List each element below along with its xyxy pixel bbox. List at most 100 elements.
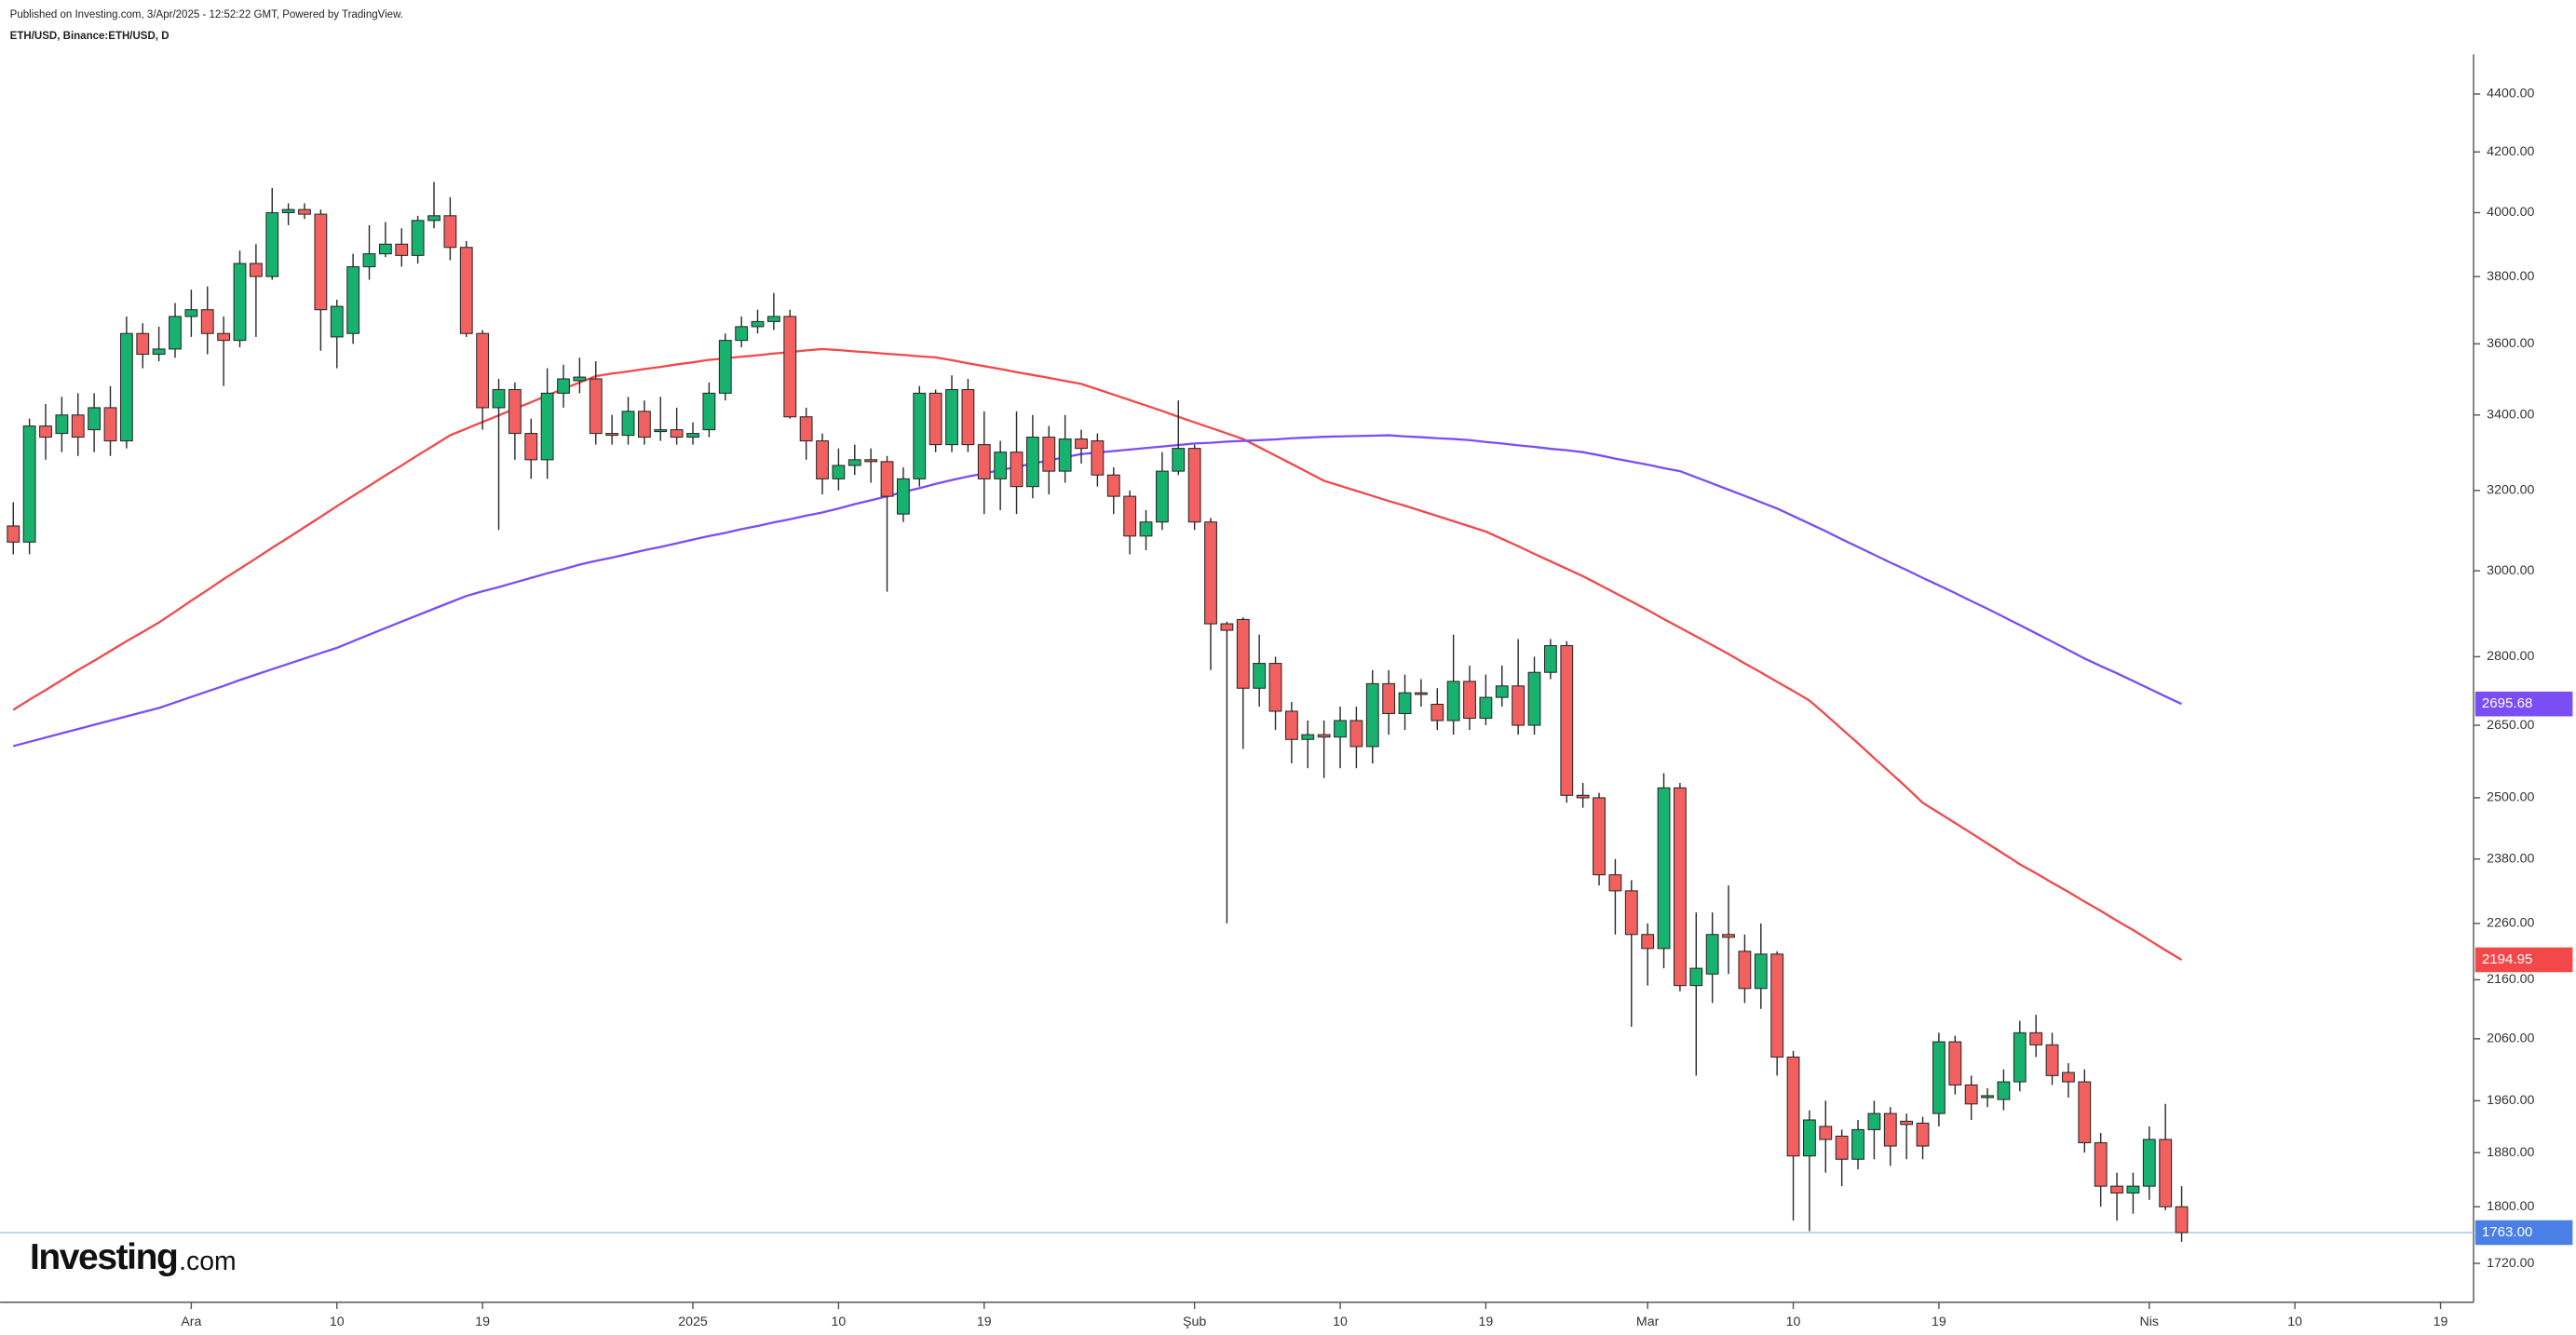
- candle-body: [557, 378, 570, 394]
- candle-body: [961, 388, 975, 446]
- candle-body: [1981, 1095, 1994, 1099]
- candle-body: [152, 348, 166, 356]
- candle-body: [1253, 663, 1267, 689]
- candle-body: [832, 465, 846, 479]
- candle-body: [896, 478, 910, 515]
- y-tick-label: 1880.00: [2487, 1145, 2534, 1160]
- x-tick-label: 19: [475, 1315, 490, 1329]
- y-tick-label: 3200.00: [2487, 483, 2534, 498]
- candle-body: [346, 265, 360, 334]
- x-tick-label: 10: [1786, 1315, 1801, 1329]
- candle-body: [621, 411, 635, 437]
- ma-value-tag-box: [2474, 691, 2573, 717]
- y-tick-label: 1720.00: [2487, 1256, 2534, 1271]
- candle-body: [1689, 967, 1703, 987]
- y-tick-label: 2160.00: [2487, 972, 2534, 987]
- candle-body: [977, 444, 991, 479]
- candle-body: [2045, 1044, 2059, 1076]
- candle-body: [1091, 440, 1105, 476]
- candle-body: [847, 459, 861, 466]
- candle-body: [2062, 1072, 2075, 1083]
- candle-body: [1284, 710, 1298, 740]
- candle-body: [1139, 521, 1153, 537]
- chart-title: ETH/USD, Binance:ETH/USD, D: [10, 31, 169, 42]
- candle-body: [1738, 951, 1752, 990]
- candle-body: [330, 305, 344, 338]
- candle-body: [1220, 623, 1234, 631]
- candle-body: [1042, 437, 1056, 472]
- candle-body: [2110, 1185, 2123, 1194]
- candle-body: [1673, 787, 1687, 987]
- candle-body: [1608, 874, 1622, 892]
- x-tick-label: Nis: [2140, 1315, 2159, 1329]
- candle-body: [1997, 1081, 2011, 1100]
- candle-body: [1058, 438, 1072, 472]
- candle-body: [751, 320, 765, 328]
- candle-body: [2175, 1206, 2189, 1234]
- candle-body: [718, 340, 732, 394]
- candle-body: [2078, 1081, 2092, 1143]
- candle-body: [443, 215, 457, 249]
- candle-body: [1916, 1122, 1930, 1147]
- x-tick-label: 10: [1333, 1315, 1348, 1329]
- y-tick-label: 3000.00: [2487, 563, 2534, 578]
- candle-body: [2094, 1141, 2108, 1187]
- candle-body: [1851, 1128, 1864, 1160]
- y-tick-label: 2650.00: [2487, 718, 2534, 733]
- candle-body: [281, 209, 295, 213]
- candle-body: [1025, 437, 1039, 488]
- candle-body: [200, 309, 214, 334]
- candle-body: [7, 525, 20, 543]
- y-tick-label: 3400.00: [2487, 408, 2534, 423]
- y-tick-label: 3600.00: [2487, 336, 2534, 351]
- candle-body: [2126, 1185, 2140, 1194]
- candle-body: [378, 243, 392, 255]
- y-tick-label: 2260.00: [2487, 916, 2534, 931]
- candle-body: [22, 425, 36, 543]
- candle-body: [1075, 438, 1088, 450]
- candle-body: [1236, 618, 1250, 689]
- y-tick-label: 2800.00: [2487, 649, 2534, 664]
- candle-body: [39, 425, 52, 438]
- candle-body: [1802, 1119, 1816, 1157]
- logo-suffix: .com: [179, 1247, 236, 1276]
- last-price-tag-text: 1763.00: [2482, 1224, 2532, 1240]
- candle-body: [88, 407, 102, 431]
- candle-body: [459, 247, 473, 334]
- candle-body: [735, 326, 749, 342]
- candle-body: [1624, 890, 1638, 936]
- candle-body: [1463, 681, 1476, 720]
- y-tick-label: 3800.00: [2487, 269, 2534, 284]
- published-note: Published on Investing.com, 3/Apr/2025 -…: [10, 9, 403, 20]
- candle-body: [1268, 663, 1282, 712]
- x-tick-label: Şub: [1183, 1315, 1206, 1329]
- x-tick-label: 2025: [678, 1315, 708, 1329]
- ma-value-tag-box: [2474, 947, 2573, 973]
- candle-body: [2013, 1032, 2027, 1083]
- candle-body: [1786, 1056, 1800, 1157]
- candle-body: [702, 392, 716, 431]
- candle-body: [427, 215, 441, 222]
- candle-body: [71, 414, 85, 438]
- candle-body: [1334, 720, 1347, 738]
- candle-body: [1527, 671, 1541, 726]
- candle-body: [864, 459, 878, 463]
- candle-body: [766, 316, 780, 322]
- candle-body: [799, 416, 813, 442]
- y-tick-label: 2380.00: [2487, 851, 2534, 866]
- ma-value-tag-text: 2695.68: [2482, 695, 2532, 711]
- candle-body: [1900, 1120, 1914, 1126]
- y-tick-label: 4200.00: [2487, 144, 2534, 159]
- candle-body: [1641, 934, 1655, 950]
- candle-body: [298, 209, 311, 215]
- candle-body: [1430, 703, 1444, 721]
- candle-body: [816, 440, 829, 479]
- candle-body: [136, 332, 150, 356]
- candle-body: [589, 378, 603, 435]
- candle-body: [1512, 685, 1525, 726]
- candle-body: [103, 407, 117, 442]
- candle-body: [362, 253, 376, 268]
- x-tick-label: Ara: [181, 1315, 201, 1329]
